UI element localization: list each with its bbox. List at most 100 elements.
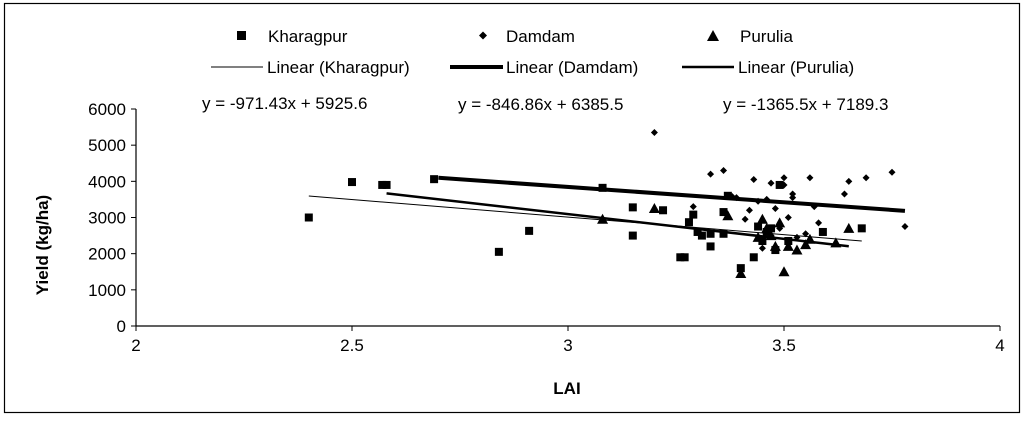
- point-kharagpur: [659, 206, 668, 215]
- equation-purulia: y = -1365.5x + 7189.3: [723, 95, 888, 114]
- point-purulia: [843, 222, 855, 233]
- point-kharagpur: [598, 183, 607, 192]
- point-purulia: [804, 233, 816, 244]
- point-kharagpur: [382, 180, 391, 189]
- y-tick-label: 6000: [88, 100, 126, 119]
- point-kharagpur: [680, 253, 689, 262]
- trendline-damdam: [438, 175, 906, 213]
- point-damdam: [862, 174, 870, 182]
- legend-label-linear-damdam: Linear (Damdam): [506, 58, 638, 77]
- point-purulia: [761, 222, 773, 233]
- point-damdam: [810, 203, 818, 211]
- y-tick-label: 5000: [88, 136, 126, 155]
- point-damdam: [802, 230, 810, 238]
- y-tick-label: 1000: [88, 281, 126, 300]
- y-tick-label: 3000: [88, 209, 126, 228]
- point-kharagpur: [754, 222, 763, 231]
- y-tick-label: 4000: [88, 172, 126, 191]
- point-kharagpur: [767, 224, 776, 233]
- point-kharagpur: [525, 226, 534, 235]
- point-damdam: [707, 170, 715, 178]
- point-damdam: [901, 223, 909, 231]
- point-damdam: [784, 214, 792, 221]
- point-damdam: [741, 215, 749, 223]
- point-kharagpur: [857, 224, 866, 233]
- x-tick-label: 3: [563, 336, 572, 355]
- point-damdam: [720, 166, 728, 174]
- point-kharagpur: [723, 191, 732, 200]
- point-damdam: [689, 203, 697, 211]
- y-tick-label: 0: [117, 317, 126, 336]
- point-damdam: [758, 244, 766, 252]
- point-purulia: [756, 213, 768, 224]
- point-damdam: [840, 190, 848, 198]
- data-points: [304, 129, 909, 279]
- y-tick-label: 2000: [88, 245, 126, 264]
- point-damdam: [780, 174, 788, 182]
- point-kharagpur: [689, 210, 698, 219]
- point-damdam: [650, 129, 658, 137]
- point-damdam: [763, 195, 771, 203]
- point-purulia: [791, 244, 803, 255]
- point-damdam: [771, 204, 779, 212]
- point-kharagpur: [719, 229, 728, 238]
- point-kharagpur: [378, 180, 387, 189]
- point-damdam: [815, 219, 823, 227]
- point-purulia: [735, 268, 747, 279]
- legend-label-purulia: Purulia: [740, 27, 793, 46]
- point-damdam: [789, 190, 797, 198]
- x-tick-label: 3.5: [772, 336, 796, 355]
- point-kharagpur: [749, 253, 758, 262]
- point-kharagpur: [818, 227, 827, 236]
- point-purulia: [782, 240, 794, 251]
- point-kharagpur: [684, 218, 693, 227]
- point-purulia: [752, 231, 764, 242]
- point-damdam: [793, 233, 801, 241]
- point-kharagpur: [676, 253, 685, 262]
- equation-damdam: y = -846.86x + 6385.5: [458, 95, 623, 114]
- point-kharagpur: [348, 178, 356, 187]
- legend-label-damdam: Damdam: [506, 27, 575, 46]
- point-damdam: [780, 181, 788, 189]
- point-damdam: [806, 174, 814, 182]
- point-purulia: [722, 210, 734, 221]
- equation-kharagpur: y = -971.43x + 5925.6: [202, 94, 367, 113]
- point-kharagpur: [706, 242, 715, 251]
- point-purulia: [774, 217, 786, 228]
- point-damdam: [888, 168, 896, 176]
- x-tick-label: 2: [131, 336, 140, 355]
- point-kharagpur: [706, 229, 715, 238]
- point-purulia: [597, 213, 609, 224]
- point-kharagpur: [304, 213, 313, 222]
- point-damdam: [789, 194, 797, 202]
- point-kharagpur: [430, 175, 439, 184]
- y-axis-title: Yield (kg/ha): [33, 195, 52, 295]
- legend: Kharagpur Damdam Purulia Linear (Kharagp…: [211, 27, 854, 77]
- point-damdam: [767, 179, 775, 187]
- trendline-equations: y = -971.43x + 5925.6 y = -846.86x + 638…: [202, 94, 888, 114]
- point-kharagpur: [775, 180, 784, 189]
- legend-label-kharagpur: Kharagpur: [268, 27, 348, 46]
- legend-marker-kharagpur: [237, 31, 246, 40]
- point-damdam: [754, 197, 762, 205]
- x-tick-label: 2.5: [340, 336, 364, 355]
- point-damdam: [750, 176, 758, 184]
- legend-marker-purulia: [707, 30, 719, 41]
- legend-label-linear-kharagpur: Linear (Kharagpur): [267, 58, 410, 77]
- point-kharagpur: [494, 247, 503, 256]
- point-kharagpur: [693, 227, 702, 236]
- point-damdam: [745, 206, 753, 214]
- legend-marker-damdam: [479, 31, 487, 40]
- legend-label-linear-purulia: Linear (Purulia): [738, 58, 854, 77]
- point-damdam: [732, 194, 740, 202]
- point-purulia: [800, 239, 812, 250]
- axes: 0 1000 2000 3000 4000 5000 6000 2 2.5 3 3.5 4: [88, 100, 1005, 355]
- point-purulia: [648, 202, 660, 213]
- x-axis-title: LAI: [553, 379, 580, 398]
- x-tick-label: 4: [995, 336, 1004, 355]
- point-kharagpur: [697, 231, 706, 240]
- point-purulia: [830, 237, 842, 248]
- point-purulia: [778, 266, 790, 277]
